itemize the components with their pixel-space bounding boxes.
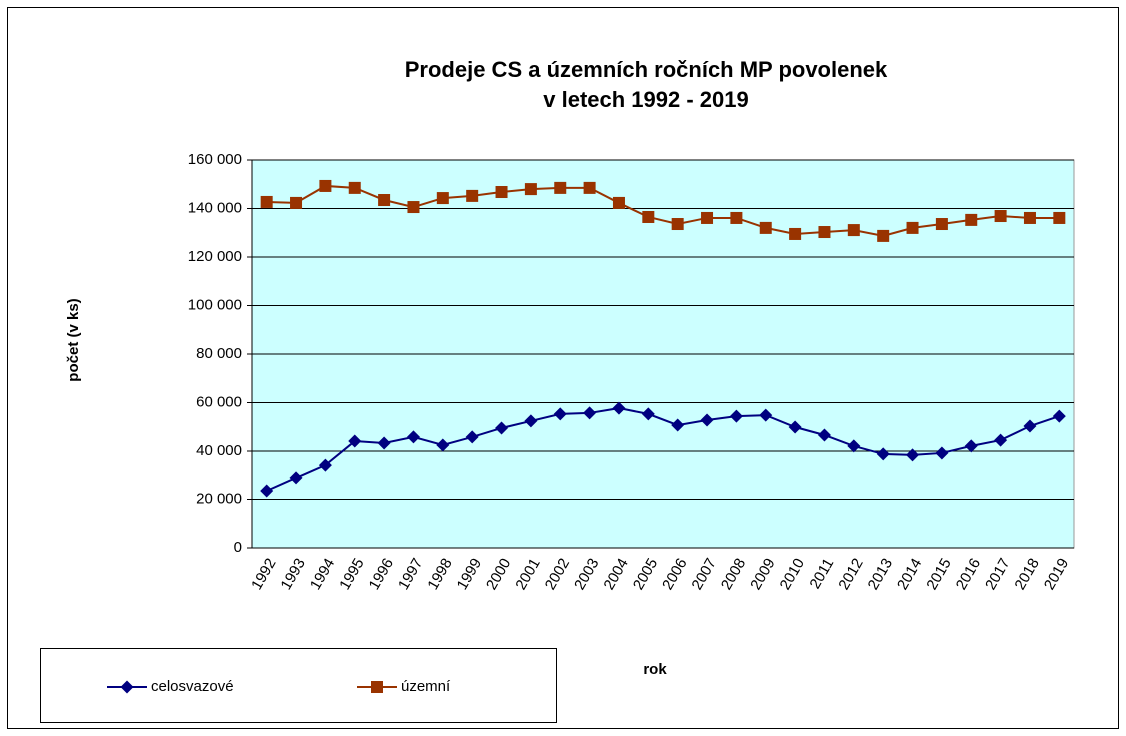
chart-title: Prodeje CS a územních ročních MP povolen… [405,57,888,82]
data-point [1053,211,1066,224]
y-tick-label: 20 000 [196,490,242,507]
data-point [642,210,655,223]
y-tick-label: 120 000 [188,248,242,265]
legend-marker [371,681,383,693]
data-point [759,408,773,422]
data-point [583,181,596,194]
series-line [266,184,1060,237]
data-point [553,407,567,421]
series-line [266,407,1060,492]
data-point [377,436,391,450]
data-point [406,430,420,444]
data-point [319,179,332,192]
data-point [730,211,743,224]
data-point [994,210,1007,223]
data-point [436,438,450,452]
data-point [965,213,978,226]
y-tick-label: 100 000 [188,296,242,313]
data-point [935,218,948,231]
y-tick-label: 80 000 [196,345,242,362]
data-point [700,413,714,427]
data-point [612,196,625,209]
data-point [671,218,684,231]
y-tick-label: 160 000 [188,151,242,168]
data-point [348,434,362,448]
data-point [906,221,919,234]
data-point [466,189,479,202]
data-point [378,194,391,207]
x-axis-label: rok [643,661,667,678]
data-point [407,201,420,214]
data-point [495,421,509,435]
data-point [524,183,537,196]
data-point [348,181,361,194]
data-point [1023,419,1037,433]
data-point [495,186,508,199]
data-point [436,192,449,205]
data-point [671,418,685,432]
data-point [876,447,890,461]
data-point [701,211,714,224]
y-axis-label: počet (v ks) [65,298,82,381]
chart-title: v letech 1992 - 2019 [543,87,748,112]
y-tick-label: 0 [234,539,242,556]
legend-label: celosvazové [151,678,234,695]
data-point [260,484,274,498]
data-point [465,430,479,444]
legend-label: územní [401,678,451,695]
data-point [290,196,303,209]
data-point [289,471,303,485]
data-point [759,221,772,234]
data-point [1023,211,1036,224]
data-point [964,439,978,453]
data-point [789,227,802,240]
data-point [877,229,890,242]
data-point [906,448,920,462]
data-point [583,406,597,420]
data-point [1052,409,1066,423]
legend [40,648,557,723]
data-point [935,446,949,460]
data-point [524,414,538,428]
y-tick-label: 140 000 [188,199,242,216]
data-point [994,433,1008,447]
data-point [612,401,626,415]
y-tick-label: 40 000 [196,442,242,459]
y-tick-label: 60 000 [196,393,242,410]
data-point [788,420,802,434]
data-point [554,181,567,194]
legend-marker [120,680,134,694]
data-point [729,409,743,423]
data-point [847,439,861,453]
data-point [260,195,273,208]
data-point [847,224,860,237]
data-point [817,428,831,442]
data-point [818,226,831,239]
data-point [641,407,655,421]
data-point [318,458,332,472]
